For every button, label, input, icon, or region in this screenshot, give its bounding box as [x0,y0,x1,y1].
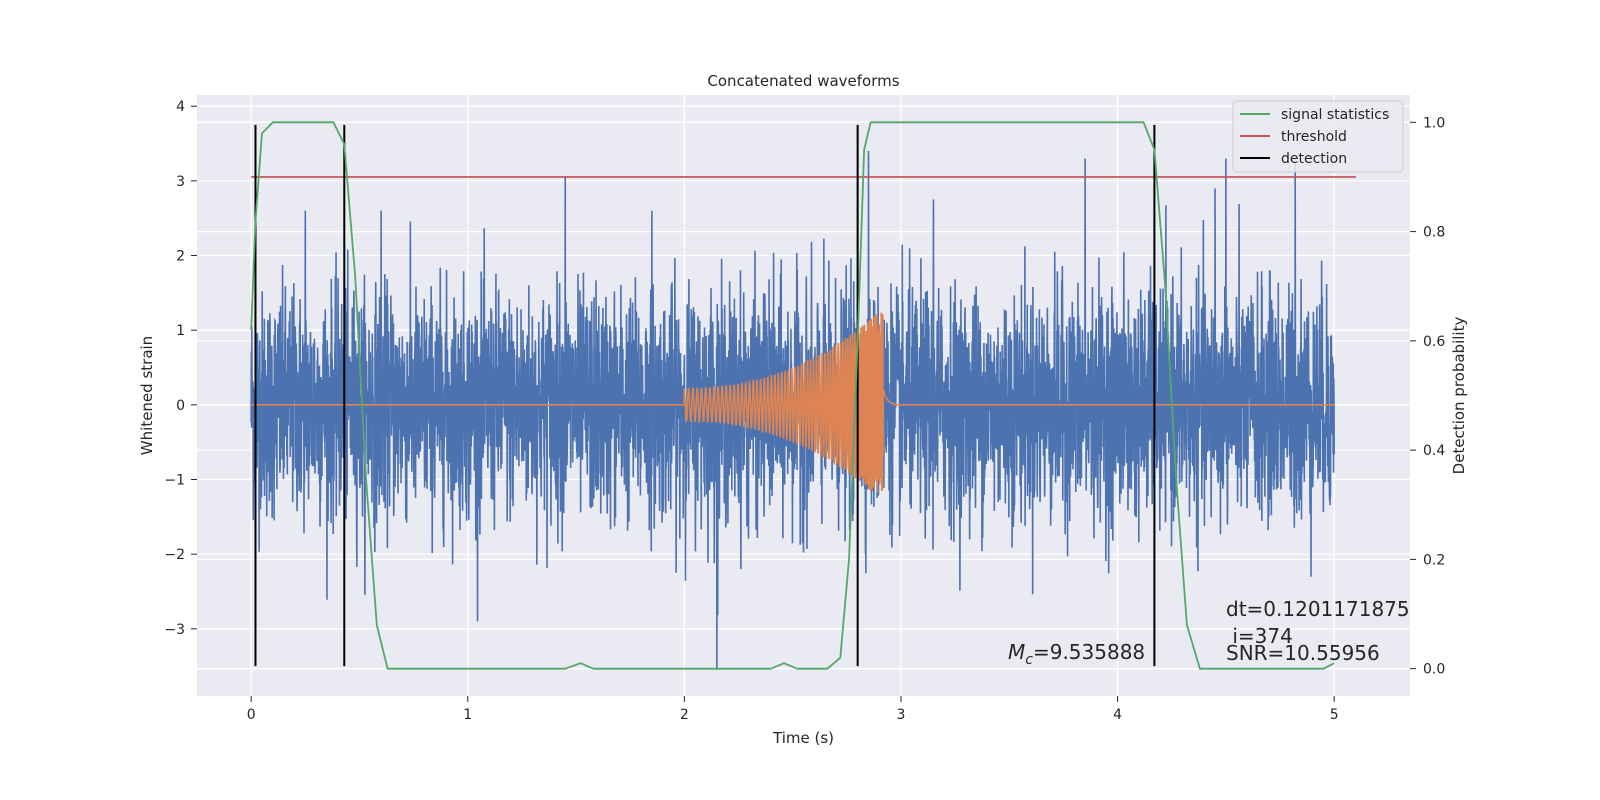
y-right-tick-label-1: 0.2 [1423,552,1445,568]
x-axis-label: Time (s) [772,729,834,747]
y-left-tick-label-6: 3 [176,174,185,190]
annotation-index: i=374 [1226,624,1293,648]
y-axis-label-right: Detection probability [1450,317,1468,475]
annotations: Mc=9.535888 dt=0.1201171875 i=374 SNR=10… [1008,597,1410,668]
y-right-tick-label-2: 0.4 [1423,443,1445,459]
annotation-chirp-mass-symbol: M [1008,640,1025,664]
legend-label-0: signal statistics [1281,107,1389,123]
legend-label-1: threshold [1281,129,1347,145]
y-left-tick-label-4: 1 [176,323,185,339]
y-left-tick-label-7: 4 [176,99,185,115]
y-left-tick-label-2: −1 [164,472,185,488]
annotation-dt: dt=0.1201171875 [1226,597,1410,621]
y-left-tick-label-0: −3 [164,622,185,638]
y-left-tick-label-3: 0 [176,398,185,414]
y-left-tick-label-1: −2 [164,547,185,563]
legend-box [1232,100,1404,173]
x-tick-label-5: 5 [1330,707,1339,723]
x-tick-label-3: 3 [897,707,906,723]
annotation-chirp-mass-value: =9.535888 [1033,640,1145,664]
y-right-tick-label-3: 0.6 [1423,334,1445,350]
signal-statistics-line [250,121,1335,670]
axis-ticks: 0 1 2 3 4 5 −3 −2 −1 0 1 2 3 4 0.0 0.2 0.4 0.6 0.8 1.0 [164,99,1445,723]
x-tick-label-2: 2 [680,707,689,723]
legend-label-2: detection [1281,151,1347,167]
x-tick-label-0: 0 [247,707,256,723]
chart-title: Concatenated waveforms [707,72,899,90]
y-right-tick-label-5: 1.0 [1423,115,1445,131]
y-right-tick-label-0: 0.0 [1423,662,1445,678]
y-right-tick-label-4: 0.8 [1423,225,1445,241]
signal-statistics-series [250,121,1335,670]
y-axis-label-left: Whitened strain [138,336,156,455]
y-left-tick-label-5: 2 [176,249,185,265]
x-tick-label-4: 4 [1113,707,1122,723]
annotation-chirp-mass: Mc=9.535888 [1008,640,1145,668]
annotation-snr: SNR=10.55956 [1226,641,1380,665]
x-tick-label-1: 1 [463,707,472,723]
annotation-chirp-mass-subscript: c [1025,652,1033,668]
legend: signal statistics threshold detection [1232,100,1404,173]
